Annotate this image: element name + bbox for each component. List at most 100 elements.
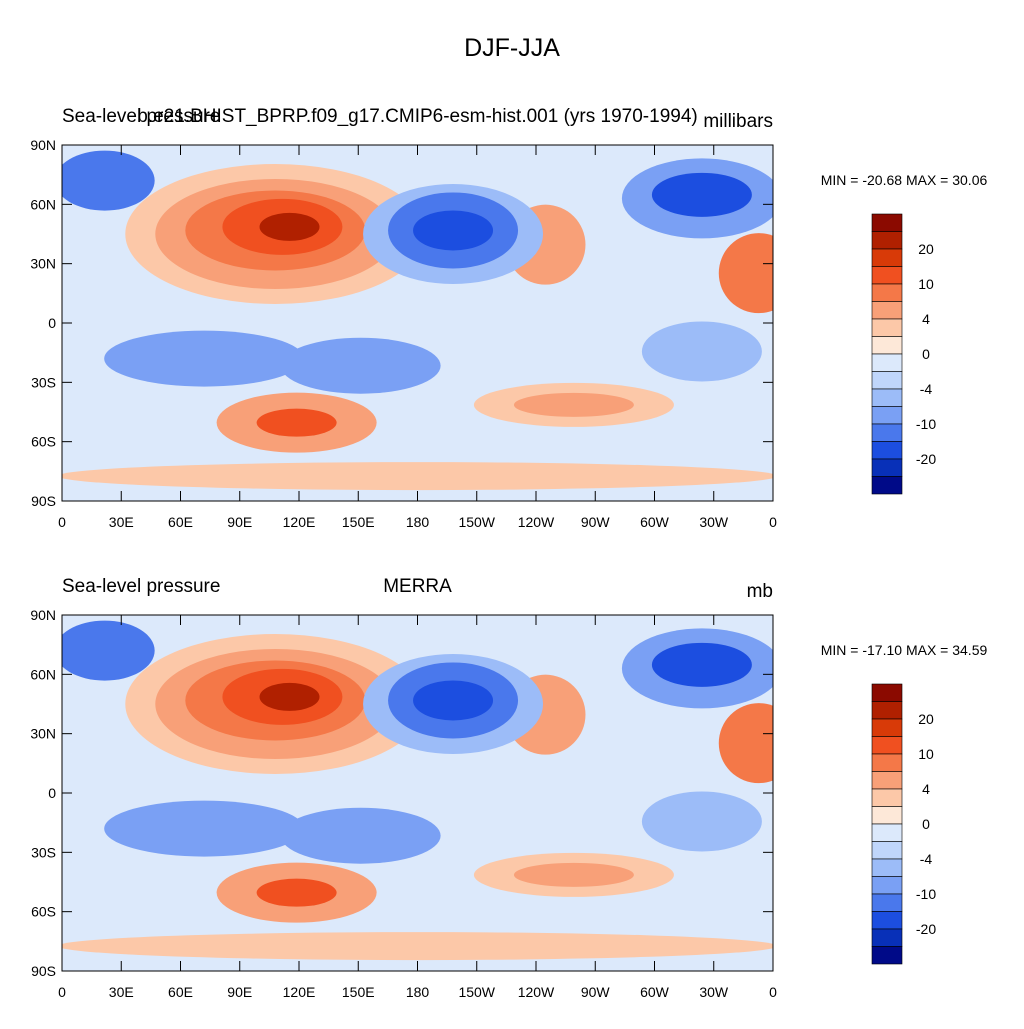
lon-label: 0	[769, 514, 777, 530]
lon-label: 0	[58, 984, 66, 1000]
colorbar-label: 10	[918, 276, 934, 292]
colorbar-box	[871, 388, 903, 407]
min-max: MIN = -20.68 MAX = 30.06	[821, 172, 988, 188]
figure-title: DJF-JJA	[464, 34, 560, 62]
colorbar-box	[871, 406, 903, 425]
contour-region	[62, 150, 155, 211]
lon-label: 30W	[699, 514, 729, 530]
colorbar-box	[871, 476, 903, 495]
lon-label: 120E	[283, 514, 316, 530]
lon-label: 60E	[168, 984, 193, 1000]
lon-label: 30W	[699, 984, 729, 1000]
colorbar-label: -20	[916, 451, 936, 467]
lat-label: 60S	[31, 434, 56, 450]
contour-region	[259, 212, 320, 241]
contour-region	[513, 862, 634, 887]
colorbar-box	[871, 423, 903, 442]
colorbar-box	[871, 858, 903, 877]
panel-center-title: b.e21.BHIST_BPRP.f09_g17.CMIP6-esm-hist.…	[137, 106, 697, 127]
panel-right-title: mb	[747, 581, 773, 602]
colorbar-label: -20	[916, 921, 936, 937]
contour-region	[280, 337, 441, 394]
colorbar-box	[871, 841, 903, 860]
lon-label: 30E	[109, 984, 134, 1000]
colorbar-box	[871, 458, 903, 477]
map	[62, 615, 773, 971]
colorbar-label: 0	[922, 816, 930, 832]
colorbar-box	[871, 266, 903, 285]
lat-label: 90S	[31, 963, 56, 979]
contour-region	[256, 878, 337, 907]
lon-label: 90W	[581, 984, 611, 1000]
lat-label: 60S	[31, 904, 56, 920]
colorbar-label: 4	[922, 781, 930, 797]
lat-label: 90N	[30, 607, 56, 623]
contour-region	[256, 408, 337, 437]
lon-label: 150W	[458, 984, 495, 1000]
colorbar-box	[871, 928, 903, 947]
colorbar-label: -4	[920, 381, 933, 397]
lat-label: 30N	[30, 256, 56, 272]
panel-center-title: MERRA	[383, 576, 452, 597]
colorbar-label: 4	[922, 311, 930, 327]
lon-label: 90W	[581, 514, 611, 530]
contour-region	[513, 392, 634, 417]
lat-label: 90N	[30, 137, 56, 153]
colorbar-label: 0	[922, 346, 930, 362]
colorbar-box	[871, 823, 903, 842]
contour-region	[413, 210, 494, 251]
contour-region	[259, 682, 320, 711]
contour-region	[651, 172, 752, 217]
lon-label: 120W	[518, 984, 555, 1000]
lat-label: 0	[48, 785, 56, 801]
colorbar-label: 20	[918, 711, 934, 727]
contour-region	[718, 233, 773, 314]
lon-label: 180	[406, 984, 430, 1000]
contour-region	[280, 807, 441, 864]
colorbar-box	[871, 283, 903, 302]
colorbar-label: -4	[920, 851, 933, 867]
colorbar-box	[871, 441, 903, 460]
lon-label: 0	[58, 514, 66, 530]
lon-label: 120E	[283, 984, 316, 1000]
map	[62, 145, 773, 501]
lon-label: 60W	[640, 514, 670, 530]
lon-label: 120W	[518, 514, 555, 530]
colorbar-box	[871, 753, 903, 772]
contour-region	[718, 703, 773, 784]
lon-label: 60W	[640, 984, 670, 1000]
lon-label: 150E	[342, 514, 375, 530]
panel-right-title: millibars	[703, 111, 773, 132]
lon-label: 60E	[168, 514, 193, 530]
contour-region	[641, 791, 762, 852]
contour-region	[104, 330, 305, 387]
colorbar-box	[871, 701, 903, 720]
contour-region	[62, 620, 155, 681]
colorbar-box	[871, 876, 903, 895]
colorbar-label: 20	[918, 241, 934, 257]
lat-label: 30N	[30, 726, 56, 742]
contour-region	[413, 680, 494, 721]
lat-label: 30S	[31, 844, 56, 860]
colorbar-box	[871, 353, 903, 372]
lon-label: 150W	[458, 514, 495, 530]
lat-label: 90S	[31, 493, 56, 509]
lat-label: 60N	[30, 196, 56, 212]
colorbar-box	[871, 946, 903, 965]
lon-label: 150E	[342, 984, 375, 1000]
colorbar-box	[871, 318, 903, 337]
colorbar-label: 10	[918, 746, 934, 762]
contour-region	[641, 321, 762, 382]
contour-region	[104, 800, 305, 857]
colorbar-box	[871, 231, 903, 250]
lon-label: 180	[406, 514, 430, 530]
lon-label: 90E	[227, 984, 252, 1000]
colorbar-box	[871, 336, 903, 355]
colorbar-box	[871, 213, 903, 232]
lon-label: 30E	[109, 514, 134, 530]
contour-region	[62, 932, 773, 961]
colorbar-box	[871, 771, 903, 790]
colorbar-box	[871, 683, 903, 702]
colorbar-box	[871, 806, 903, 825]
